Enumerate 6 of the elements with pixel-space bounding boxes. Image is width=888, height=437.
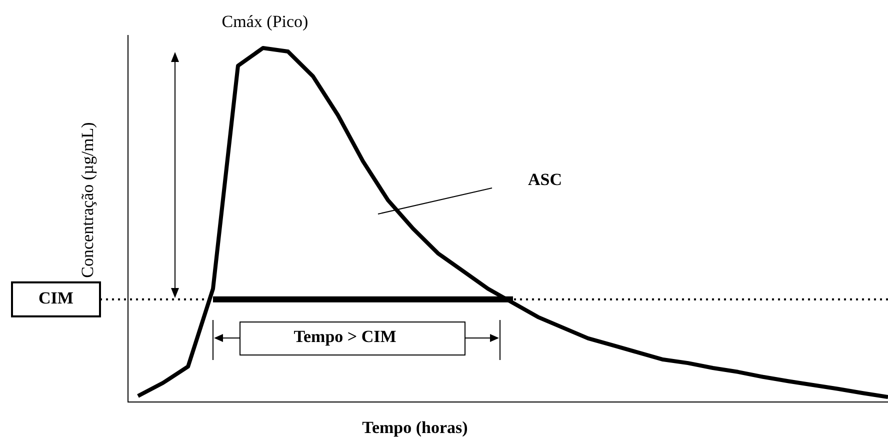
text: Cmáx (Pico) [222,12,308,32]
y-axis-title: Concentração (µg/mL) [78,122,98,278]
ref-line-label: CIM [38,288,74,308]
x-axis-title: Tempo (horas) [362,418,468,437]
annotation: Tempo > CIM [294,327,396,347]
annotation: ASC [528,170,562,190]
